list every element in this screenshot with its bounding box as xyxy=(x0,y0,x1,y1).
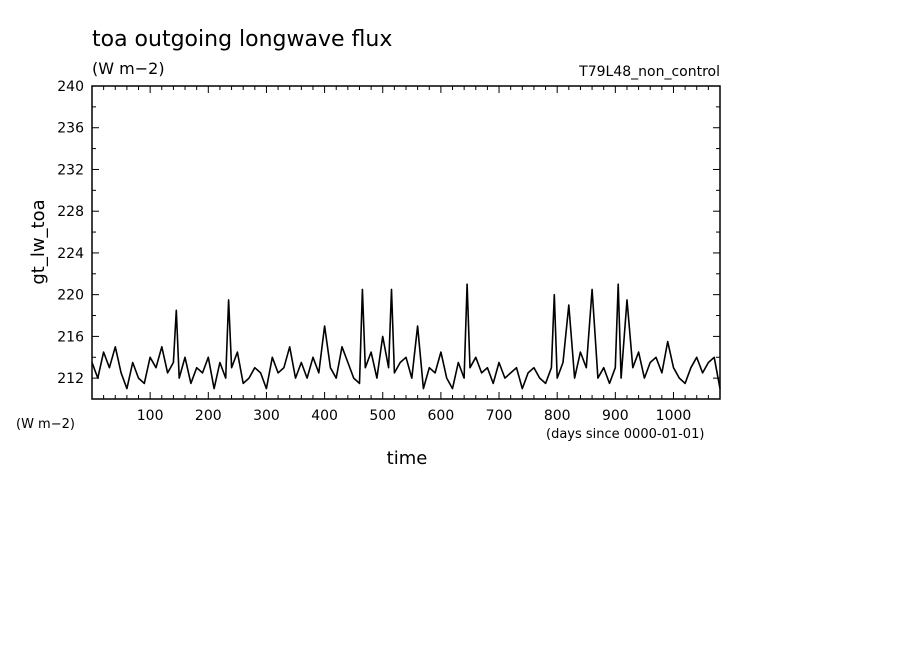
y-tick-label: 212 xyxy=(57,371,84,387)
y-units-corner: (W m−2) xyxy=(16,417,75,432)
x-tick-label: 1000 xyxy=(656,408,692,424)
y-tick-label: 228 xyxy=(57,204,84,220)
x-units-label: (days since 0000-01-01) xyxy=(546,427,704,442)
y-tick-label: 220 xyxy=(57,288,84,304)
y-axis-label: gt_lw_toa xyxy=(28,199,49,284)
x-axis-label: time xyxy=(387,448,428,469)
y-tick-label: 224 xyxy=(57,246,84,262)
x-tick-label: 500 xyxy=(369,408,396,424)
y-tick-label: 216 xyxy=(57,329,84,345)
series-group xyxy=(91,283,721,390)
x-tick-label: 200 xyxy=(195,408,222,424)
x-tick-label: 900 xyxy=(602,408,629,424)
x-tick-label: 100 xyxy=(137,408,164,424)
x-tick-label: 400 xyxy=(311,408,338,424)
run-label: T79L48_non_control xyxy=(578,64,720,80)
chart-title: toa outgoing longwave flux xyxy=(92,27,392,52)
x-tick-label: 300 xyxy=(253,408,280,424)
y-tick-label: 240 xyxy=(57,79,84,95)
x-tick-label: 600 xyxy=(428,408,455,424)
series-line xyxy=(91,283,721,390)
chart-units: (W m−2) xyxy=(92,59,165,78)
x-tick-label: 700 xyxy=(486,408,513,424)
y-tick-label: 236 xyxy=(57,121,84,137)
y-ticks: 212 216 220 224 228 232 236 240 xyxy=(57,79,720,400)
x-tick-label: 800 xyxy=(544,408,571,424)
plot-frame xyxy=(91,85,721,400)
y-tick-label: 232 xyxy=(57,162,84,178)
x-ticks: 100 200 300 400 500 600 700 800 900 1000 xyxy=(103,86,709,424)
